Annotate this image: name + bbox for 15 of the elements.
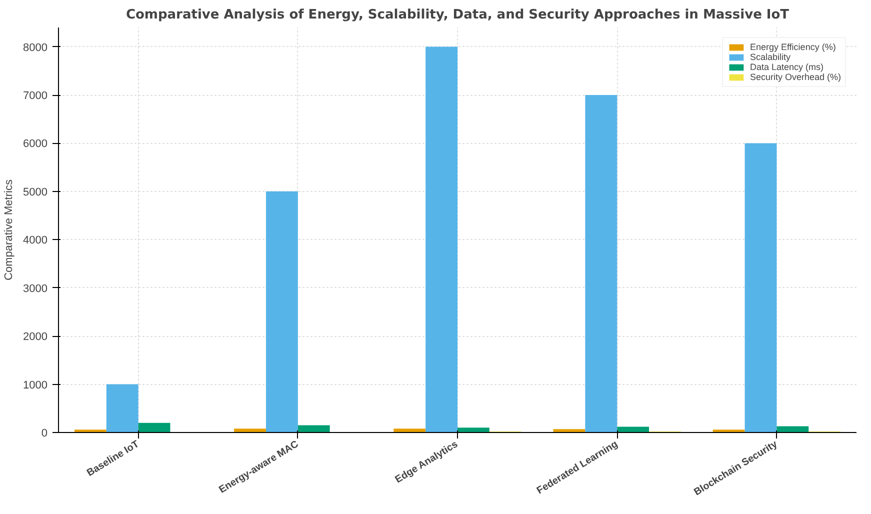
legend-label: Data Latency (ms) (750, 62, 824, 72)
chart-title: Comparative Analysis of Energy, Scalability, Data, and Security Approaches in Massive IoT (126, 8, 790, 22)
y-tick-label: 6000 (23, 138, 48, 150)
y-tick-label: 1000 (23, 379, 48, 392)
y-tick-label: 7000 (23, 90, 48, 102)
y-tick-label: 5000 (23, 186, 48, 198)
y-tick-label: 8000 (23, 42, 48, 54)
y-tick-label: 3000 (23, 282, 48, 295)
legend-label: Energy Efficiency (%) (750, 42, 836, 52)
legend-label: Security Overhead (%) (750, 72, 841, 82)
y-tick-label: 4000 (23, 234, 48, 247)
y-tick-label: 0 (41, 428, 48, 440)
y-axis-title: Comparative Metrics (3, 179, 16, 280)
legend-label: Scalability (750, 52, 790, 62)
y-tick-label: 2000 (23, 331, 48, 344)
